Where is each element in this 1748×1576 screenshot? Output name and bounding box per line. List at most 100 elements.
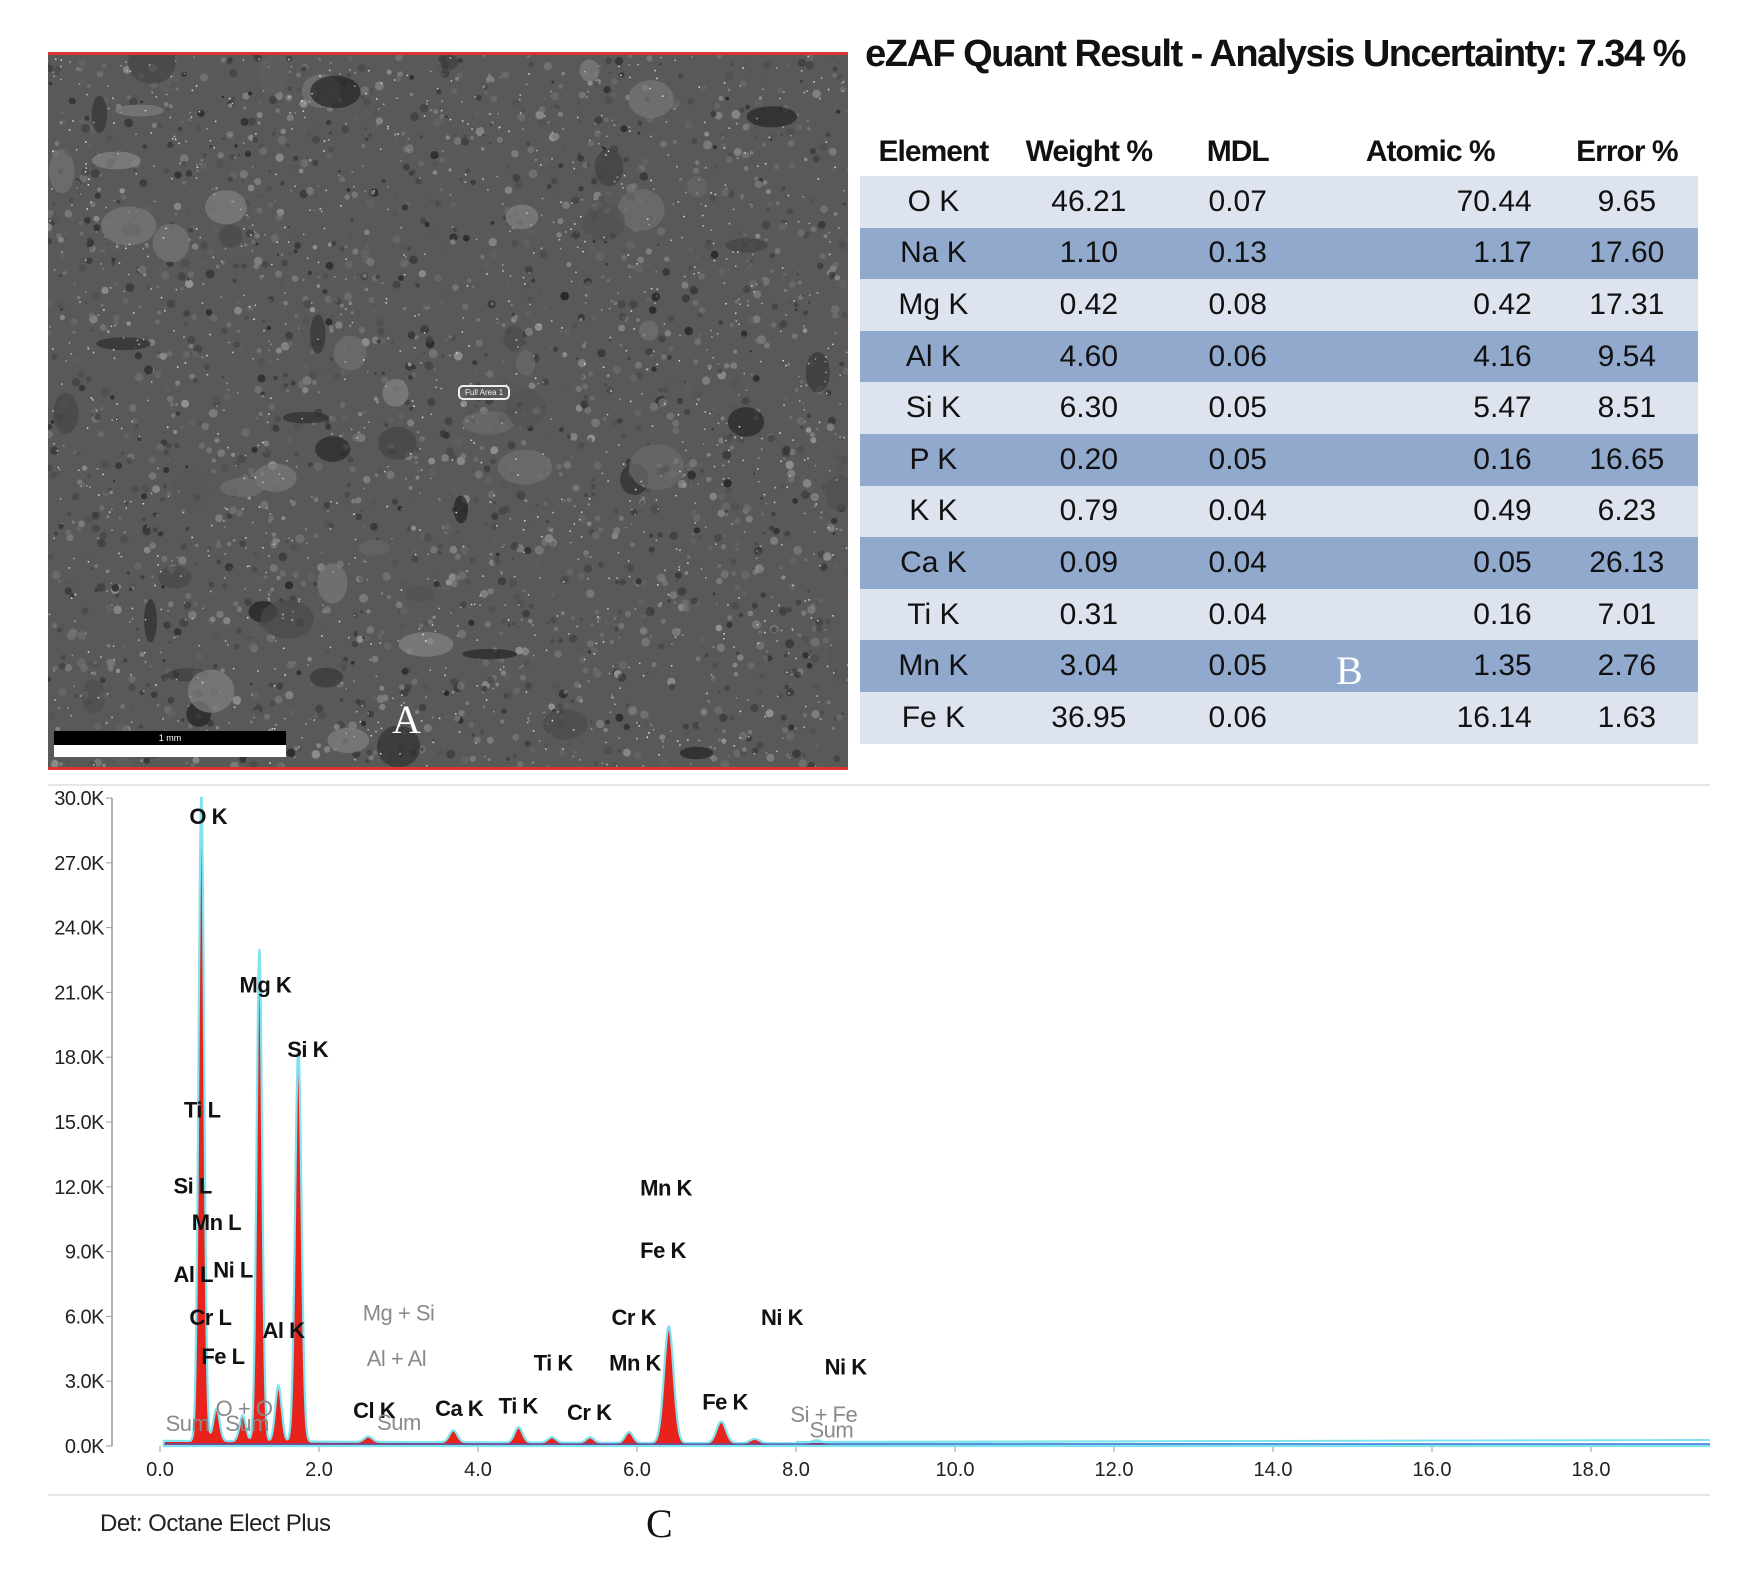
cell-element: Fe K [860,691,1007,744]
cell-error: 9.65 [1555,176,1698,228]
x-tick-label: 4.0 [464,1459,492,1481]
cell-mdl: 0.04 [1170,588,1305,641]
quant-row: P K 0.20 0.05 0.16 16.65 [860,433,1698,486]
cell-error: 7.01 [1555,588,1698,641]
peak-label: Mn L [192,1210,241,1235]
peak-label: Ti K [534,1350,574,1375]
peak-label: Cr K [612,1305,657,1330]
cell-weight: 0.79 [1006,485,1171,538]
cell-mdl: 0.06 [1170,330,1305,383]
cell-element: Si K [860,382,1007,434]
y-tick-label: 0.0K [65,1436,105,1458]
cell-error: 26.13 [1555,537,1698,589]
quant-table-body: O K 46.21 0.07 70.44 9.65 Na K 1.10 0.13 1.17 17.… [860,176,1698,744]
cell-atomic: 5.47 [1304,382,1556,434]
peak-label: Sum [166,1411,210,1436]
cell-atomic: 0.16 [1304,433,1556,486]
quant-row: Mg K 0.42 0.08 0.42 17.31 [860,279,1698,331]
cell-mdl: 0.04 [1170,485,1305,538]
cell-weight: 36.95 [1006,691,1171,744]
cell-atomic: 0.05 [1304,537,1556,589]
peak-label: Fe L [201,1344,244,1369]
cell-mdl: 0.08 [1170,279,1305,331]
quant-row: Ti K 0.31 0.04 0.16 7.01 [860,588,1698,641]
quant-row: Al K 4.60 0.06 4.16 9.54 [860,330,1698,383]
cell-element: Al K [860,330,1007,383]
x-tick-label: 0.0 [146,1459,174,1481]
cell-element: Mg K [860,279,1007,331]
cell-error: 9.54 [1555,330,1698,383]
spectrum-panel: 0.0K 3.0K 6.0K 9.0K 12.0K 15.0K 18.0K 21.0K 24.0… [48,784,1710,1496]
header-element: Element [878,135,990,168]
quant-title: eZAF Quant Result - Analysis Uncertainty… [865,33,1686,75]
cell-weight: 4.60 [1006,330,1171,383]
quant-table: Element Weight % MDL Atomic % Error % O … [860,128,1698,744]
panel-letter-a: A [392,697,421,742]
header-error: Error % [1576,135,1678,168]
cell-weight: 0.31 [1006,588,1171,641]
peak-label: Ni K [761,1305,804,1330]
peak-label: Fe K [702,1389,748,1414]
header-atomic: Atomic % [1365,135,1496,168]
peak-label: Sum [377,1410,421,1435]
peak-label: Ni L [213,1258,253,1283]
peak-label: Cr K [567,1400,612,1425]
y-tick-label: 24.0K [54,918,105,940]
x-tick-label: 6.0 [623,1459,651,1481]
quant-header-row: Element Weight % MDL Atomic % Error % [860,128,1698,176]
peak-label: Mn K [609,1350,661,1375]
peak-label: Al K [263,1318,306,1343]
cell-weight: 1.10 [1006,227,1171,280]
header-weight: Weight % [1025,135,1153,168]
sem-image [48,55,848,767]
cell-element: P K [860,433,1007,486]
cell-atomic: 0.42 [1304,279,1556,331]
cell-element: Mn K [860,640,1007,692]
peak-label: Al L [174,1262,214,1287]
y-tick-label: 15.0K [54,1112,105,1134]
quant-row: O K 46.21 0.07 70.44 9.65 [860,176,1698,228]
cell-mdl: 0.06 [1170,691,1305,744]
peak-label: Si + Fe [790,1402,857,1427]
peak-label: O + O [216,1396,273,1421]
peak-label: Mg K [240,972,292,997]
x-tick-label: 12.0 [1095,1459,1134,1481]
peak-label: Fe K [640,1238,686,1263]
y-tick-label: 9.0K [65,1242,105,1264]
peak-label: Si L [174,1173,212,1198]
scale-bar-label: 1 mm [158,733,182,743]
cell-error: 1.63 [1555,691,1698,744]
cell-weight: 0.20 [1006,433,1171,486]
panel-letter-c: C [646,1501,673,1546]
cell-element: Ca K [860,537,1007,589]
y-tick-label: 3.0K [65,1371,105,1393]
peak-label: Ti K [499,1394,539,1419]
cell-mdl: 0.13 [1170,227,1305,280]
quant-row: Si K 6.30 0.05 5.47 8.51 [860,382,1698,434]
cell-error: 17.60 [1555,227,1698,280]
panel-letter-b: B [1336,648,1363,693]
x-tick-label: 10.0 [936,1459,975,1481]
y-tick-label: 6.0K [65,1306,105,1328]
peak-label: Ti L [184,1098,221,1123]
peak-label: Cr L [189,1305,231,1330]
peak-label: Cl K [353,1398,396,1423]
peak-label: O K [189,804,227,829]
y-tick-label: 21.0K [54,982,105,1004]
peak-label: Al + Al [367,1346,426,1371]
cell-atomic: 0.49 [1304,485,1556,538]
cell-mdl: 0.05 [1170,433,1305,486]
cell-mdl: 0.04 [1170,537,1305,589]
peak-label: Sum [225,1411,269,1436]
detector-label: Det: Octane Elect Plus [100,1510,331,1537]
cell-element: Ti K [860,588,1007,641]
peak-label: Ni K [825,1355,868,1380]
y-tick-label: 12.0K [54,1177,105,1199]
cell-weight: 6.30 [1006,382,1171,434]
cell-error: 8.51 [1555,382,1698,434]
cell-weight: 3.04 [1006,640,1171,692]
scale-bar: 1 mm [54,731,286,757]
peak-label: Mn K [640,1175,692,1200]
cell-atomic: 0.16 [1304,588,1556,641]
cell-mdl: 0.07 [1170,176,1305,228]
